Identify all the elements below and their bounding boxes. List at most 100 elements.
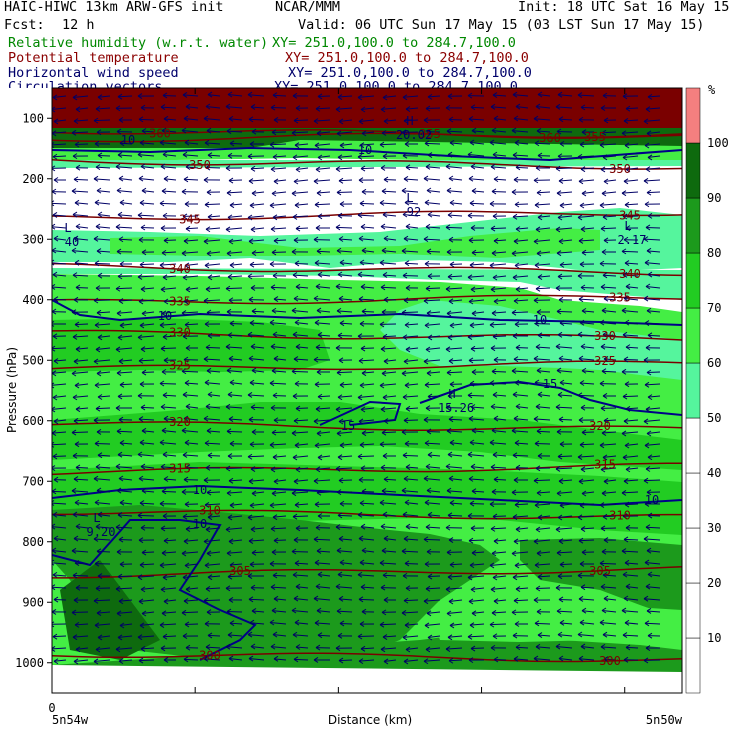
wind-vector-head — [204, 262, 210, 269]
wind-vector — [643, 598, 661, 601]
wind-vector-head — [117, 511, 123, 518]
wind-vector-head — [115, 586, 121, 592]
wind-vector — [512, 575, 529, 578]
wind-vector — [382, 514, 397, 517]
wind-vector — [559, 622, 573, 625]
wind-vector — [207, 154, 221, 157]
wind-vector — [578, 239, 595, 242]
wind-vector — [207, 454, 221, 457]
wind-vector — [448, 359, 463, 362]
wind-vector — [229, 203, 243, 206]
wind-vector-head — [447, 634, 453, 641]
wind-vector-head — [536, 367, 542, 374]
wind-vector-head — [229, 202, 235, 209]
wind-vector-head — [381, 188, 387, 195]
wind-vector-head — [336, 489, 342, 496]
wind-vector-head — [425, 585, 431, 592]
wind-vector — [469, 623, 485, 626]
wind-vector — [249, 382, 265, 385]
wind-vector — [139, 623, 155, 626]
wind-vector — [515, 587, 529, 590]
wind-vector — [203, 118, 221, 121]
wind-vector-head — [339, 201, 345, 207]
wind-vector-head — [467, 574, 473, 581]
wind-vector-head — [623, 356, 629, 363]
wind-vector-head — [227, 91, 233, 98]
theta-label: 345 — [179, 213, 201, 227]
wind-vector-head — [225, 526, 231, 533]
wind-vector — [250, 346, 265, 349]
wind-vector — [53, 298, 67, 301]
wind-vector-head — [578, 116, 584, 123]
wind-vector — [513, 599, 529, 602]
wind-vector-head — [336, 608, 342, 615]
colorbar-swatch — [685, 527, 701, 584]
wind-vector-head — [269, 502, 275, 509]
wind-vector-head — [181, 188, 187, 195]
wind-vector-head — [247, 273, 253, 280]
wind-vector — [645, 467, 661, 470]
wind-vector-head — [316, 369, 322, 375]
wind-vector-head — [624, 619, 630, 626]
wind-vector-head — [291, 548, 297, 555]
wind-vector — [404, 262, 419, 265]
wind-vector — [53, 538, 67, 541]
wind-vector — [426, 371, 441, 374]
wind-vector-head — [335, 465, 341, 472]
wind-vector — [94, 202, 111, 205]
wind-vector-head — [535, 526, 541, 533]
wind-vector — [271, 491, 287, 494]
field-xy-rh: XY= 251.0,100.0 to 284.7,100.0 — [272, 35, 516, 51]
wind-vector-head — [184, 621, 190, 628]
wind-vector — [116, 611, 133, 614]
wind-vector — [269, 503, 287, 506]
wind-vector — [52, 550, 67, 553]
wind-vector-head — [337, 394, 343, 401]
wind-vector — [534, 142, 551, 145]
wind-vector-head — [382, 634, 388, 640]
wind-vector — [448, 299, 463, 302]
wind-vector — [382, 635, 397, 638]
wind-vector — [401, 550, 419, 553]
wind-vector — [535, 406, 551, 409]
wind-vector — [97, 335, 111, 338]
wind-vector-head — [137, 334, 143, 341]
wind-vector-head — [207, 332, 213, 339]
wind-vector — [624, 262, 639, 265]
wind-vector-head — [556, 550, 562, 556]
wind-vector-head — [71, 129, 77, 136]
wind-label: 10 — [158, 309, 172, 323]
wind-vector-head — [404, 560, 410, 567]
wind-vector — [74, 383, 89, 386]
wind-vector-head — [403, 176, 409, 182]
wind-vector-head — [467, 212, 473, 219]
wind-vector-head — [380, 464, 386, 471]
wind-vector-head — [74, 141, 80, 148]
wind-vector-head — [71, 247, 77, 254]
wind-vector-head — [383, 597, 389, 603]
wind-vector — [271, 370, 287, 373]
wind-vector — [73, 359, 89, 362]
wind-vector-head — [446, 487, 452, 494]
wind-vector — [269, 203, 287, 206]
wind-vector-head — [338, 295, 344, 302]
wind-vector — [490, 287, 507, 290]
wind-vector — [338, 179, 353, 182]
wind-vector — [512, 515, 529, 518]
wind-vector — [137, 575, 155, 578]
wind-vector — [401, 611, 419, 614]
wind-vector — [228, 118, 243, 121]
wind-vector — [490, 406, 507, 409]
wind-vector-head — [534, 262, 540, 269]
wind-vector-head — [251, 429, 257, 435]
wind-vector — [360, 347, 375, 350]
wind-vector — [160, 106, 177, 109]
wind-vector-head — [558, 296, 564, 303]
wind-vector — [93, 538, 111, 541]
wind-vector — [95, 466, 111, 469]
wind-vector — [601, 610, 617, 613]
theta-contour-line — [52, 360, 682, 371]
wind-vector — [599, 143, 617, 146]
wind-vector-head — [227, 631, 233, 638]
